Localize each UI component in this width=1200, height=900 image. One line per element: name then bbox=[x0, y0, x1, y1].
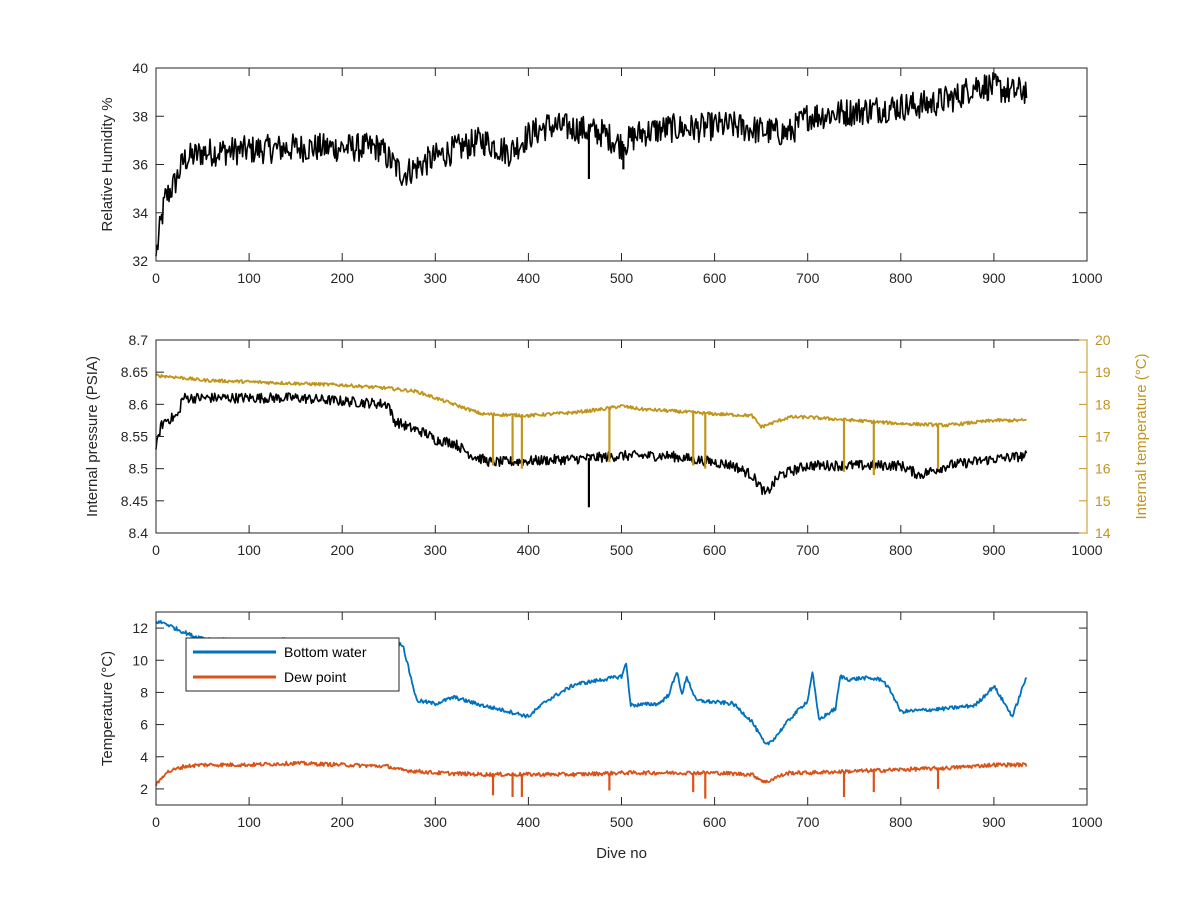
series-line-0-0 bbox=[155, 72, 1028, 257]
y-tick-label: 8.6 bbox=[129, 396, 149, 412]
x-tick-label: 200 bbox=[331, 542, 355, 558]
y-tick-label: 8.7 bbox=[129, 332, 149, 348]
x-tick-label: 0 bbox=[152, 270, 160, 286]
legend-box bbox=[185, 637, 400, 692]
pressure-ylabel: Internal pressure (PSIA) bbox=[84, 356, 101, 517]
panel-pressure: 0 100 200 300 400 500 600 700 800 900 1000 8.4 8.45… bbox=[84, 332, 1150, 558]
y-tick-label: 34 bbox=[132, 205, 148, 221]
y-tick-label: 32 bbox=[132, 253, 148, 269]
series-line-dew-point bbox=[155, 760, 1028, 786]
x-tick-label: 800 bbox=[889, 542, 913, 558]
y-tick-label: 8.65 bbox=[121, 364, 148, 380]
humidity-y-ticks: 32 34 36 38 40 bbox=[132, 60, 1087, 269]
panel-temperature: 0 100 200 300 400 500 600 700 800 900 1000 2 4 6 8 10 1… bbox=[99, 611, 1103, 862]
humidity-spikes bbox=[587, 130, 625, 179]
x-tick-label: 900 bbox=[982, 814, 1006, 830]
y-tick-label: 6 bbox=[140, 717, 148, 733]
pressure-spikes bbox=[491, 408, 940, 508]
x-tick-label: 200 bbox=[331, 270, 355, 286]
legend-label-bottom-water: Bottom water bbox=[284, 644, 367, 660]
x-tick-label: 800 bbox=[889, 814, 913, 830]
panel-humidity: 0 100 200 300 400 500 600 700 800 900 1000 3234363… bbox=[99, 60, 1103, 286]
y-tick-label: 8.4 bbox=[129, 525, 149, 541]
x-tick-label: 800 bbox=[889, 270, 913, 286]
x-tick-label: 700 bbox=[796, 542, 820, 558]
pressure-series bbox=[155, 392, 1028, 496]
x-tick-label: 400 bbox=[517, 270, 541, 286]
dew-point-series bbox=[155, 760, 1028, 786]
x-tick-label: 400 bbox=[517, 814, 541, 830]
legend-label-dew-point: Dew point bbox=[284, 669, 346, 685]
y-tick-label: 4 bbox=[140, 749, 148, 765]
y-tick-label: 38 bbox=[132, 108, 148, 124]
x-tick-label: 900 bbox=[982, 542, 1006, 558]
x-tick-label: 600 bbox=[703, 270, 727, 286]
x-tick-label: 300 bbox=[424, 814, 448, 830]
x-tick-label: 900 bbox=[982, 270, 1006, 286]
humidity-series bbox=[155, 72, 1028, 257]
temperature-ylabel: Temperature (°C) bbox=[99, 651, 116, 766]
right-y-tick-label: 20 bbox=[1095, 332, 1111, 348]
x-tick-label: 600 bbox=[703, 814, 727, 830]
y-tick-label: 10 bbox=[132, 652, 148, 668]
y-tick-label: 12 bbox=[132, 620, 148, 636]
right-y-tick-label: 18 bbox=[1095, 396, 1111, 412]
x-tick-label: 300 bbox=[424, 270, 448, 286]
right-y-tick-label: 17 bbox=[1095, 429, 1111, 445]
y-tick-label: 8.55 bbox=[121, 429, 148, 445]
y-tick-label: 8.45 bbox=[121, 493, 148, 509]
series-line-1-0 bbox=[155, 392, 1028, 496]
x-tick-label: 600 bbox=[703, 542, 727, 558]
temperature-xlabel: Dive no bbox=[596, 845, 647, 862]
internal-temperature-series bbox=[155, 373, 1027, 429]
x-tick-label: 0 bbox=[152, 814, 160, 830]
x-tick-label: 0 bbox=[152, 542, 160, 558]
x-tick-label: 400 bbox=[517, 542, 541, 558]
x-tick-label: 700 bbox=[796, 270, 820, 286]
x-tick-label: 1000 bbox=[1071, 270, 1102, 286]
legend: Bottom water Dew point bbox=[185, 637, 400, 692]
x-tick-label: 100 bbox=[237, 542, 261, 558]
temperature-y-ticks: 2 4 6 8 10 12 bbox=[132, 620, 1087, 797]
x-tick-label: 300 bbox=[424, 542, 448, 558]
right-y-tick-label: 19 bbox=[1095, 364, 1111, 380]
x-tick-label: 700 bbox=[796, 814, 820, 830]
right-y-tick-label: 14 bbox=[1095, 525, 1111, 541]
y-tick-label: 40 bbox=[132, 60, 148, 76]
y-tick-label: 8 bbox=[140, 684, 148, 700]
humidity-x-ticks: 0 100 200 300 400 500 600 700 800 900 1000 bbox=[152, 68, 1103, 286]
y-tick-label: 8.5 bbox=[129, 461, 149, 477]
x-tick-label: 500 bbox=[610, 814, 634, 830]
x-tick-label: 200 bbox=[331, 814, 355, 830]
right-y-tick-label: 16 bbox=[1095, 461, 1111, 477]
x-tick-label: 100 bbox=[237, 270, 261, 286]
pressure-y-ticks: 8.4 8.45 8.5 8.55 8.6 8.65 8.7 bbox=[121, 332, 164, 541]
y-tick-label: 2 bbox=[140, 781, 148, 797]
humidity-ylabel: Relative Humidity % bbox=[99, 97, 116, 231]
temperature-spikes bbox=[491, 768, 940, 799]
x-tick-label: 500 bbox=[610, 270, 634, 286]
internal-temperature-y-ticks: 14 15 16 17 18 19 20 bbox=[1079, 332, 1111, 541]
x-tick-label: 1000 bbox=[1071, 814, 1102, 830]
x-tick-label: 100 bbox=[237, 814, 261, 830]
x-tick-label: 1000 bbox=[1071, 542, 1102, 558]
series-line-1-1 bbox=[155, 373, 1027, 429]
temperature-x-ticks: 0 100 200 300 400 500 600 700 800 900 1000 bbox=[152, 612, 1103, 830]
x-tick-label: 500 bbox=[610, 542, 634, 558]
pressure-x-ticks: 0 100 200 300 400 500 600 700 800 900 1000 bbox=[152, 340, 1103, 558]
right-y-tick-label: 15 bbox=[1095, 493, 1111, 509]
internal-temperature-ylabel: Internal temperature (°C) bbox=[1133, 353, 1150, 519]
y-tick-label: 36 bbox=[132, 157, 148, 173]
